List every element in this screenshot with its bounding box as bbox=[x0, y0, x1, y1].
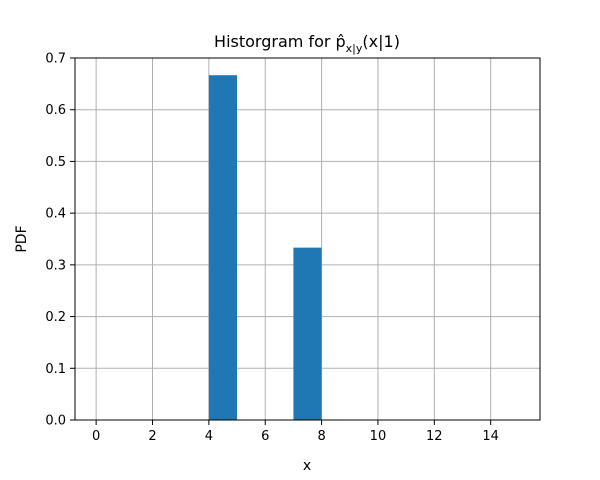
x-tick-label: 10 bbox=[370, 429, 387, 444]
histogram-bars bbox=[208, 75, 322, 420]
y-tick-label: 0.7 bbox=[45, 52, 66, 67]
x-axis-ticks: 0 2 4 6 8 10 12 14 bbox=[92, 420, 499, 444]
x-tick-label: 8 bbox=[317, 429, 325, 444]
x-tick-label: 0 bbox=[92, 429, 100, 444]
x-tick-label: 4 bbox=[205, 429, 213, 444]
y-tick-label: 0.5 bbox=[45, 155, 66, 170]
y-tick-label: 0.3 bbox=[45, 258, 66, 273]
y-axis-ticks: 0.0 0.1 0.2 0.3 0.4 0.5 0.6 0.7 bbox=[45, 52, 75, 429]
x-tick-label: 6 bbox=[261, 429, 269, 444]
y-tick-label: 0.6 bbox=[45, 103, 66, 118]
chart-title-subscript: x|y bbox=[346, 42, 363, 55]
x-tick-label: 14 bbox=[482, 429, 499, 444]
y-tick-label: 0.4 bbox=[45, 207, 66, 222]
y-tick-label: 0.1 bbox=[45, 362, 66, 377]
x-tick-label: 12 bbox=[426, 429, 443, 444]
plot-frame bbox=[74, 57, 541, 421]
y-tick-label: 0.2 bbox=[45, 310, 66, 325]
y-axis-label: PDF bbox=[14, 225, 30, 252]
y-tick-label: 0.0 bbox=[45, 414, 66, 429]
histogram-bar bbox=[208, 75, 238, 420]
x-tick-label: 2 bbox=[148, 429, 156, 444]
histogram-bar bbox=[293, 247, 322, 420]
x-axis-label: x bbox=[303, 458, 311, 474]
chart-title-main: Historgram for p̂ bbox=[214, 32, 346, 51]
chart-title-suffix: (x|1) bbox=[362, 32, 400, 51]
chart-title: Historgram for p̂x|y(x|1) bbox=[214, 32, 400, 55]
